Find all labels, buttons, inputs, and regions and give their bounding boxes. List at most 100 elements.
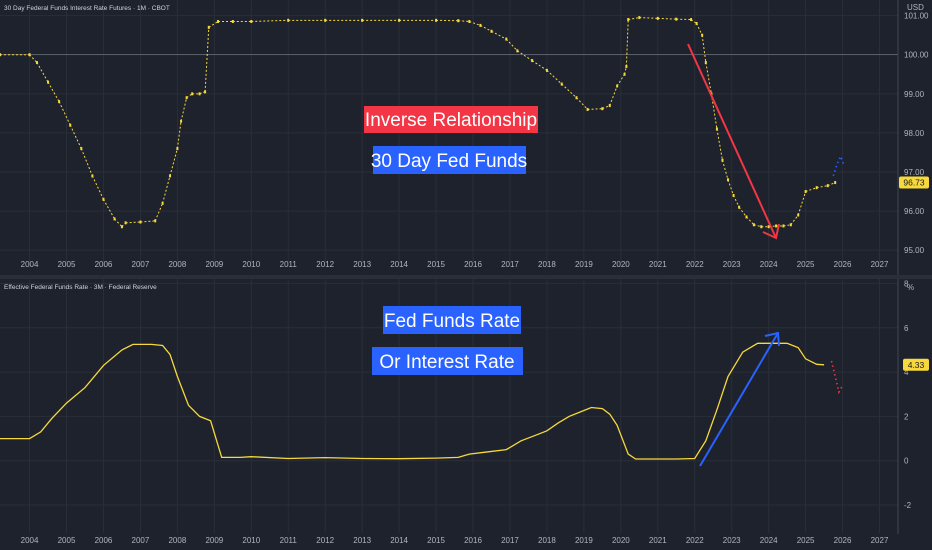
futures-segment bbox=[505, 38, 518, 52]
x-tick-label: 2021 bbox=[649, 260, 667, 269]
effr-series[interactable] bbox=[0, 342, 825, 460]
futures-point bbox=[738, 205, 741, 209]
annotation-or-interest-rate-text: Or Interest Rate bbox=[379, 352, 514, 373]
futures-point bbox=[695, 21, 698, 25]
futures-x-axis: 2004 2005 2006 2007 2008 2009 2010 2011 2012 2013… bbox=[21, 260, 889, 269]
futures-point bbox=[435, 18, 438, 22]
futures-segment bbox=[531, 60, 548, 71]
x-tick-label: 2019 bbox=[575, 260, 593, 269]
futures-segment bbox=[162, 175, 171, 204]
annotation-inverse-relationship-text: Inverse Relationship bbox=[365, 110, 537, 131]
futures-segment bbox=[746, 216, 755, 226]
x-tick-label: 2013 bbox=[353, 536, 371, 545]
futures-point bbox=[113, 217, 116, 221]
x-tick-label: 2008 bbox=[168, 536, 186, 545]
futures-segment bbox=[716, 128, 723, 161]
futures-series[interactable] bbox=[0, 16, 837, 229]
y-tick-label: 100.00 bbox=[904, 51, 929, 60]
futures-point bbox=[176, 147, 179, 151]
futures-point bbox=[560, 82, 563, 86]
effr-x-axis: 2004 2005 2006 2007 2008 2009 2010 2011 2012 2013… bbox=[21, 536, 889, 545]
futures-point bbox=[745, 215, 748, 219]
futures-point bbox=[479, 23, 482, 27]
x-tick-label: 2014 bbox=[390, 260, 408, 269]
futures-point bbox=[797, 213, 800, 217]
y-tick-label: 8 bbox=[904, 279, 909, 288]
futures-price-axis[interactable]: USD 95.00 96.00 97.00 98.00 99.00 100.00 101.0… bbox=[897, 0, 929, 276]
futures-point bbox=[154, 219, 157, 223]
annotation-30-day-fed-funds[interactable]: 30 Day Fed Funds bbox=[371, 146, 527, 174]
x-tick-label: 2019 bbox=[575, 536, 593, 545]
futures-segment bbox=[576, 97, 588, 110]
futures-pane-title: 30 Day Federal Funds Interest Rate Futur… bbox=[4, 5, 170, 12]
x-tick-label: 2004 bbox=[21, 260, 39, 269]
futures-point bbox=[468, 20, 471, 23]
annotation-or-interest-rate[interactable]: Or Interest Rate bbox=[372, 347, 523, 375]
futures-segment bbox=[701, 35, 707, 63]
pane-separator[interactable] bbox=[0, 275, 932, 279]
futures-point bbox=[516, 49, 519, 53]
futures-segment bbox=[469, 21, 481, 26]
y-tick-label: 6 bbox=[904, 324, 909, 333]
futures-segment bbox=[561, 83, 577, 99]
futures-point bbox=[69, 123, 72, 127]
x-tick-label: 2012 bbox=[316, 260, 334, 269]
futures-point bbox=[324, 18, 327, 22]
annotation-inverse-relationship[interactable]: Inverse Relationship bbox=[364, 106, 538, 133]
futures-segment bbox=[140, 220, 156, 223]
x-tick-label: 2010 bbox=[242, 536, 260, 545]
futures-point bbox=[545, 68, 548, 72]
x-tick-label: 2025 bbox=[797, 260, 815, 269]
futures-point bbox=[398, 18, 401, 22]
futures-point bbox=[715, 127, 718, 131]
y-tick-label: 0 bbox=[904, 457, 909, 466]
x-tick-label: 2005 bbox=[58, 536, 76, 545]
futures-point bbox=[35, 61, 38, 65]
futures-segment bbox=[58, 101, 71, 126]
y-tick-label: 101.00 bbox=[904, 12, 929, 21]
futures-segment bbox=[169, 148, 178, 177]
futures-segment bbox=[180, 97, 188, 122]
blue-up-arrow[interactable] bbox=[699, 331, 780, 467]
futures-point bbox=[608, 104, 611, 108]
effr-value-axis[interactable]: % -2 0 2 4 6 8 4.33 bbox=[897, 279, 929, 534]
x-tick-label: 2016 bbox=[464, 260, 482, 269]
x-tick-label: 2015 bbox=[427, 260, 445, 269]
futures-point bbox=[656, 16, 659, 20]
futures-point bbox=[727, 178, 730, 182]
futures-point bbox=[701, 33, 704, 37]
y-tick-label: 98.00 bbox=[904, 129, 925, 138]
futures-point bbox=[721, 158, 724, 162]
x-tick-label: 2015 bbox=[427, 536, 445, 545]
futures-segment bbox=[628, 17, 640, 21]
futures-segment bbox=[458, 20, 470, 22]
futures-point bbox=[505, 37, 508, 41]
futures-point bbox=[231, 20, 234, 23]
futures-point bbox=[638, 16, 641, 20]
futures-point bbox=[625, 64, 628, 68]
futures-current-price-badge: 96.73 bbox=[899, 176, 929, 189]
futures-segment bbox=[827, 182, 836, 187]
futures-point bbox=[361, 18, 364, 22]
x-tick-label: 2020 bbox=[612, 536, 630, 545]
futures-segment bbox=[204, 27, 210, 92]
futures-point bbox=[161, 201, 164, 205]
futures-point bbox=[124, 221, 127, 225]
x-tick-label: 2005 bbox=[58, 260, 76, 269]
futures-point bbox=[690, 18, 693, 22]
red-down-arrow[interactable] bbox=[687, 43, 780, 240]
futures-point bbox=[826, 184, 829, 188]
futures-point bbox=[775, 224, 778, 228]
annotation-fed-funds-rate-text: Fed Funds Rate bbox=[384, 311, 520, 332]
y-tick-label: 99.00 bbox=[904, 90, 925, 99]
x-tick-label: 2022 bbox=[686, 260, 704, 269]
futures-segment bbox=[546, 69, 563, 85]
annotation-fed-funds-rate[interactable]: Fed Funds Rate bbox=[383, 306, 521, 334]
futures-segment bbox=[727, 179, 735, 196]
effr-y-ticks: -2 0 2 4 6 8 bbox=[904, 279, 912, 510]
futures-y-ticks: 95.00 96.00 97.00 98.00 99.00 100.00 101.00 bbox=[904, 12, 929, 256]
futures-point bbox=[675, 17, 678, 21]
futures-point bbox=[185, 96, 188, 100]
futures-segment bbox=[29, 54, 38, 63]
annotation-30-day-fed-funds-text: 30 Day Fed Funds bbox=[371, 151, 527, 172]
